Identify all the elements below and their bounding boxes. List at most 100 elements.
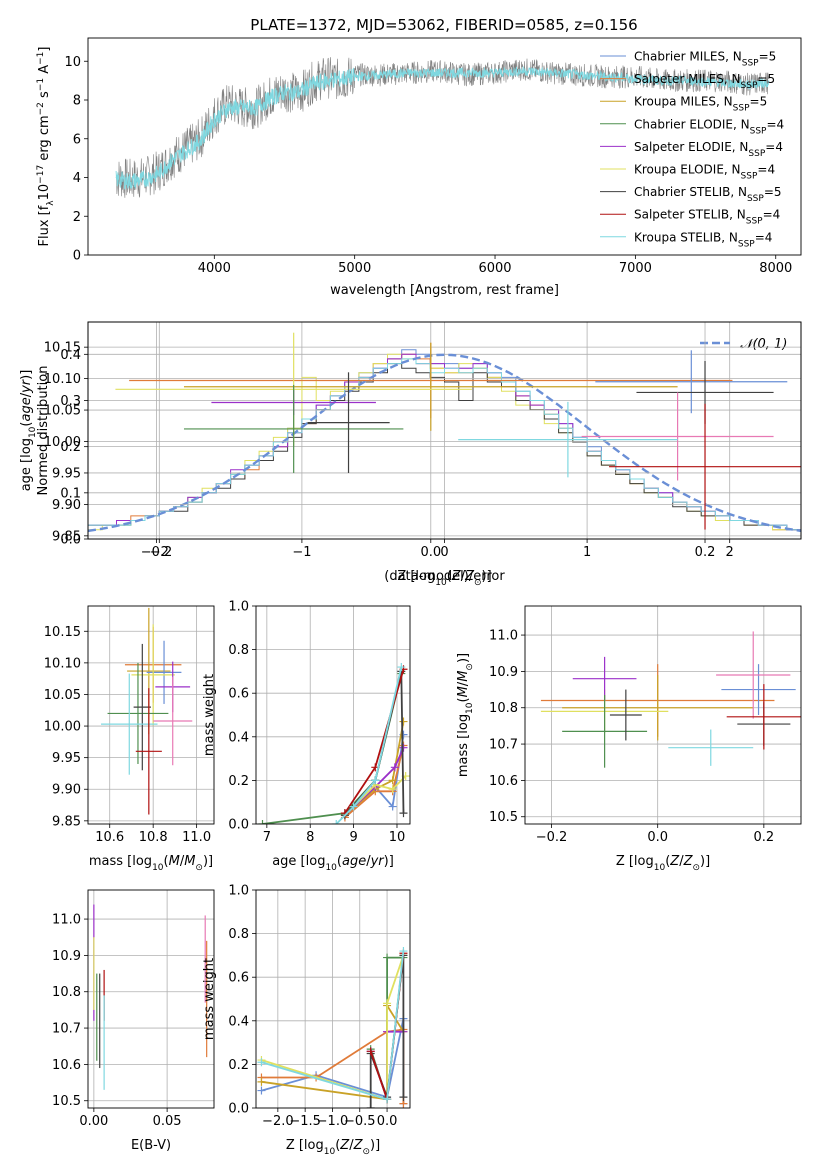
weight-marker [257, 1058, 266, 1067]
plot-area [101, 607, 193, 815]
label-fragment: Z [log [397, 569, 435, 584]
plot-area [257, 947, 408, 1108]
y-tick-label: 2 [73, 210, 81, 225]
axes-frame [255, 605, 411, 825]
label-fragment: ( [456, 697, 471, 702]
label-fragment: Z [log [616, 854, 654, 869]
x-tick-label: 4000 [198, 261, 231, 276]
label-fragment: ( [665, 854, 670, 869]
label-fragment: 10 [465, 702, 475, 714]
axes-frame [87, 37, 802, 256]
y-tick-label: 10.9 [489, 665, 518, 680]
label-fragment: Flux [f [37, 205, 52, 246]
legend-label: Chabrier STELIB, NSSP=5 [634, 185, 782, 204]
label-fragment: =4 [757, 163, 775, 177]
y-tick-label: 10.8 [489, 701, 518, 716]
x-tick-label: −1.0 [317, 1114, 349, 1129]
x-tick-label: −1.5 [289, 1114, 321, 1129]
weight-marker [371, 776, 380, 785]
y-tick-label: 11.0 [52, 913, 81, 928]
label-fragment: Chabrier STELIB, N [634, 185, 747, 199]
label-fragment: =4 [766, 117, 784, 131]
x-tick-label: 0.0 [420, 545, 441, 560]
label-fragment: Z [353, 1138, 364, 1153]
weight-series-line [335, 666, 403, 824]
weight-marker [388, 785, 397, 794]
gaussian-curve [88, 353, 801, 533]
label-fragment: =4 [765, 140, 783, 154]
label-fragment: Z [451, 569, 462, 584]
label-fragment: Z [669, 854, 680, 869]
spectrum-y-label: Flux [fλ10−17 erg cm−2 s−1 A−1] [36, 47, 56, 247]
label-fragment: )] [19, 370, 34, 380]
weight-marker [397, 663, 406, 672]
x-tick-label: 7000 [619, 261, 652, 276]
label-fragment: Salpeter STELIB, N [634, 208, 746, 222]
y-tick-label: 0.6 [228, 687, 249, 702]
histogram-x-label: (data-model)/error [384, 569, 505, 584]
x-tick-label: 0.00 [79, 1114, 108, 1129]
y-tick-label: 0.3 [60, 394, 81, 409]
label-fragment: ( [447, 569, 452, 584]
label-fragment: SSP [746, 217, 763, 227]
y-tick-label: 0.6 [228, 971, 249, 986]
label-fragment: yr [370, 854, 386, 869]
legend-label: Kroupa STELIB, NSSP=4 [634, 230, 772, 249]
weight-marker [258, 820, 267, 824]
y-tick-label: 9.85 [52, 529, 81, 544]
label-fragment: ⊙ [692, 863, 700, 873]
label-fragment: mass [log [89, 854, 152, 869]
x-tick-label: 0 [440, 545, 448, 560]
x-tick-label: −0.2 [536, 830, 568, 845]
weight-vs-z-panel-x-label: Z [log10(Z/Z⊙)] [286, 1138, 380, 1157]
label-fragment: 10 [28, 426, 38, 438]
x-tick-label: 6000 [478, 261, 511, 276]
plot-area [258, 663, 410, 824]
mass-vs-z-panel-y-label: mass [log10(M/M⊙)] [456, 653, 475, 777]
label-fragment: SSP [742, 59, 759, 69]
weight-marker [257, 1077, 266, 1086]
y-tick-label: 10.6 [52, 1058, 81, 1073]
y-tick-label: 11.0 [489, 629, 518, 644]
weight-series-line [261, 955, 405, 1101]
axes-frame [87, 321, 802, 540]
weight-vs-z-panel-y-label: mass weight [202, 958, 217, 1040]
x-tick-label: −0.2 [141, 545, 173, 560]
label-fragment: / [19, 392, 34, 397]
y-tick-label: 0.8 [228, 927, 249, 942]
mass-vs-z-panel-x-label: Z [log10(Z/Z⊙)] [616, 854, 710, 873]
y-tick-label: 9.90 [52, 783, 81, 798]
label-fragment: 10 [654, 863, 666, 873]
y-tick-label: 1.0 [228, 884, 249, 899]
label-fragment: Z [683, 854, 694, 869]
y-tick-label: 10.05 [44, 404, 81, 419]
weight-marker [388, 776, 397, 785]
age-vs-z-panel-y-label: age [log10(age/yr)] [19, 370, 38, 492]
label-fragment: −1 [36, 52, 46, 65]
label-fragment: 10 [325, 863, 337, 873]
weight-marker [383, 999, 392, 1008]
label-fragment: ⊙ [474, 578, 482, 588]
figure-title: PLATE=1372, MJD=53062, FIBERID=0585, z=0… [250, 16, 637, 34]
y-tick-label: 9.95 [52, 466, 81, 481]
label-fragment: Chabrier MILES, N [634, 50, 742, 64]
weight-marker [332, 820, 341, 824]
age-vs-mass-panel-x-label: mass [log10(M/M⊙)] [89, 854, 213, 873]
x-tick-label: 10 [389, 830, 406, 845]
label-fragment: Z [339, 1138, 350, 1153]
y-tick-label: 10.05 [44, 688, 81, 703]
y-tick-label: 10.6 [489, 774, 518, 789]
label-fragment: Chabrier ELODIE, N [634, 117, 750, 131]
label-fragment: A [37, 65, 52, 78]
axes-frame [524, 605, 802, 825]
y-tick-label: 0.4 [228, 730, 249, 745]
x-tick-label: 2 [726, 545, 734, 560]
label-fragment: age [19, 397, 34, 421]
y-tick-label: 0.2 [228, 774, 249, 789]
weight-marker [383, 1095, 392, 1104]
x-tick-label: 0.0 [377, 1114, 398, 1129]
y-tick-label: 10.5 [489, 810, 518, 825]
y-tick-label: 10.10 [44, 656, 81, 671]
label-fragment: −2 [36, 102, 46, 115]
